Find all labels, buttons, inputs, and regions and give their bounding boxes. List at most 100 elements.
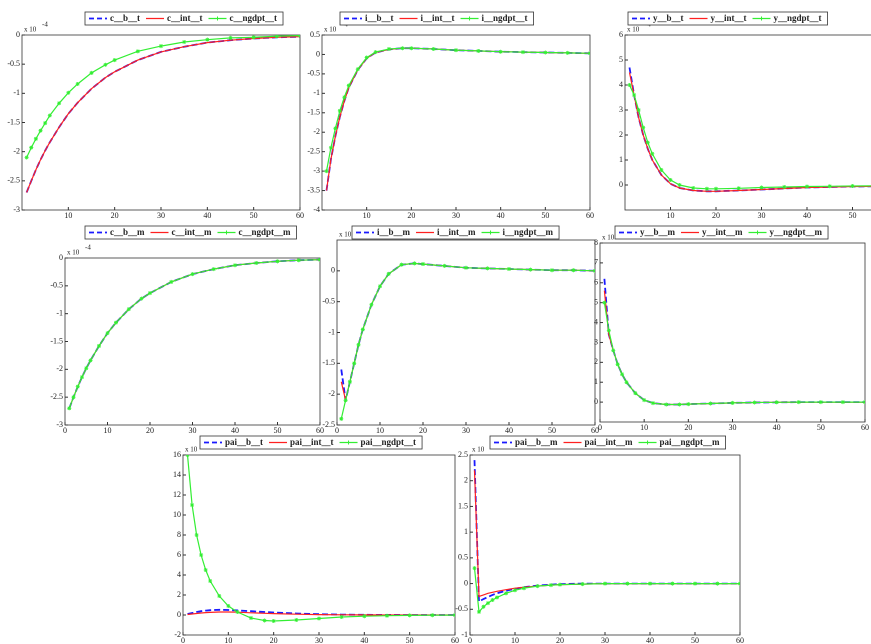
y-tick-label: 2	[619, 130, 623, 139]
page: {"chart_data": [ {"type": "line", "expon…	[0, 0, 871, 644]
marker	[362, 614, 366, 618]
marker	[324, 169, 328, 173]
marker	[678, 402, 682, 406]
y-tick-label: 0	[331, 266, 335, 275]
x-tick-label: 0	[335, 426, 339, 435]
marker	[369, 303, 373, 307]
exponent-base: x 10	[24, 26, 37, 34]
marker	[329, 146, 333, 150]
marker	[412, 261, 416, 265]
marker	[491, 598, 495, 602]
panel: 0.50-0.5-1-1.5-2-2.5-3-3.5-4102030405060…	[307, 12, 594, 220]
marker	[549, 583, 553, 587]
marker	[626, 582, 630, 586]
y-tick-label: 4	[619, 80, 623, 89]
x-tick-label: 60	[451, 636, 459, 644]
y-tick-label: -0.5	[455, 604, 468, 613]
marker	[97, 344, 101, 348]
y-tick-label: 8	[177, 530, 181, 539]
marker	[678, 183, 682, 187]
marker	[182, 40, 186, 44]
x-tick-label: 20	[684, 423, 692, 432]
panel: 0123456780102030405060x 10-4y__b__my__in…	[594, 226, 869, 432]
x-tick-label: 10	[511, 636, 519, 644]
marker	[473, 566, 477, 570]
x-tick-label: 20	[146, 426, 154, 435]
marker	[476, 49, 480, 53]
x-tick-label: 60	[296, 211, 304, 220]
marker	[48, 114, 52, 118]
x-tick-label: 0	[181, 636, 185, 644]
y-tick-label: 2.5	[458, 450, 468, 459]
marker	[664, 402, 668, 406]
x-tick-label: 40	[497, 211, 505, 220]
y-tick-label: 6	[619, 30, 623, 39]
marker	[67, 406, 71, 410]
marker	[226, 604, 230, 608]
marker	[400, 263, 404, 267]
x-tick-label: 30	[315, 636, 323, 644]
y-tick-label: 2	[594, 357, 598, 366]
marker	[513, 588, 517, 592]
marker	[352, 361, 356, 365]
marker	[650, 152, 654, 156]
legend-label: y__int__m	[702, 227, 743, 237]
marker	[797, 400, 801, 404]
legend-label: pai__ngdpt__m	[660, 437, 721, 447]
legend-label: pai__int__t	[290, 437, 334, 447]
marker	[620, 372, 624, 376]
y-tick-label: -3	[13, 205, 20, 214]
y-tick-label: 0	[464, 578, 468, 587]
marker	[229, 36, 233, 40]
marker	[29, 146, 33, 150]
marker	[217, 594, 221, 598]
marker	[453, 613, 457, 617]
marker	[342, 95, 346, 99]
marker	[66, 91, 70, 95]
legend-label: y__b__t	[653, 13, 684, 23]
marker	[454, 48, 458, 52]
y-tick-label: 7	[594, 258, 598, 267]
marker	[76, 82, 80, 86]
marker	[602, 301, 606, 305]
legend-label: c__ngdpt__m	[239, 227, 292, 237]
marker	[708, 402, 712, 406]
marker	[34, 137, 38, 141]
y-tick-label: -1.5	[307, 108, 320, 117]
plot-area	[65, 258, 320, 425]
marker	[616, 362, 620, 366]
y-tick-label: 1.5	[458, 501, 468, 510]
marker	[378, 284, 382, 288]
marker	[127, 307, 131, 311]
marker	[588, 51, 592, 55]
y-tick-label: -1.5	[322, 358, 335, 367]
x-tick-label: 50	[817, 423, 825, 432]
x-tick-label: 50	[250, 211, 258, 220]
exponent-base: x 10	[627, 26, 640, 34]
legend: i__b__ti__int__ti__ngdpt__t	[340, 12, 534, 25]
marker	[572, 268, 576, 272]
marker	[205, 38, 209, 42]
marker	[642, 398, 646, 402]
x-tick-label: 50	[691, 636, 699, 644]
y-tick-label: 4	[177, 570, 181, 579]
marker	[159, 44, 163, 48]
marker	[641, 126, 645, 130]
marker	[646, 141, 650, 145]
y-tick-label: -2	[328, 389, 335, 398]
legend-label: y__b__m	[640, 227, 676, 237]
plot-area	[600, 243, 865, 422]
marker	[114, 321, 118, 325]
marker	[477, 610, 481, 614]
marker	[400, 46, 404, 50]
marker	[361, 327, 365, 331]
marker	[714, 187, 718, 191]
legend: i__b__mi__int__mi__ngdpt__m	[352, 226, 559, 239]
x-tick-label: 10	[104, 426, 112, 435]
marker	[333, 126, 337, 130]
y-tick-label: 8	[594, 238, 598, 247]
y-tick-label: -3.5	[307, 185, 320, 194]
marker	[249, 616, 253, 620]
marker	[611, 348, 615, 352]
marker	[669, 178, 673, 182]
